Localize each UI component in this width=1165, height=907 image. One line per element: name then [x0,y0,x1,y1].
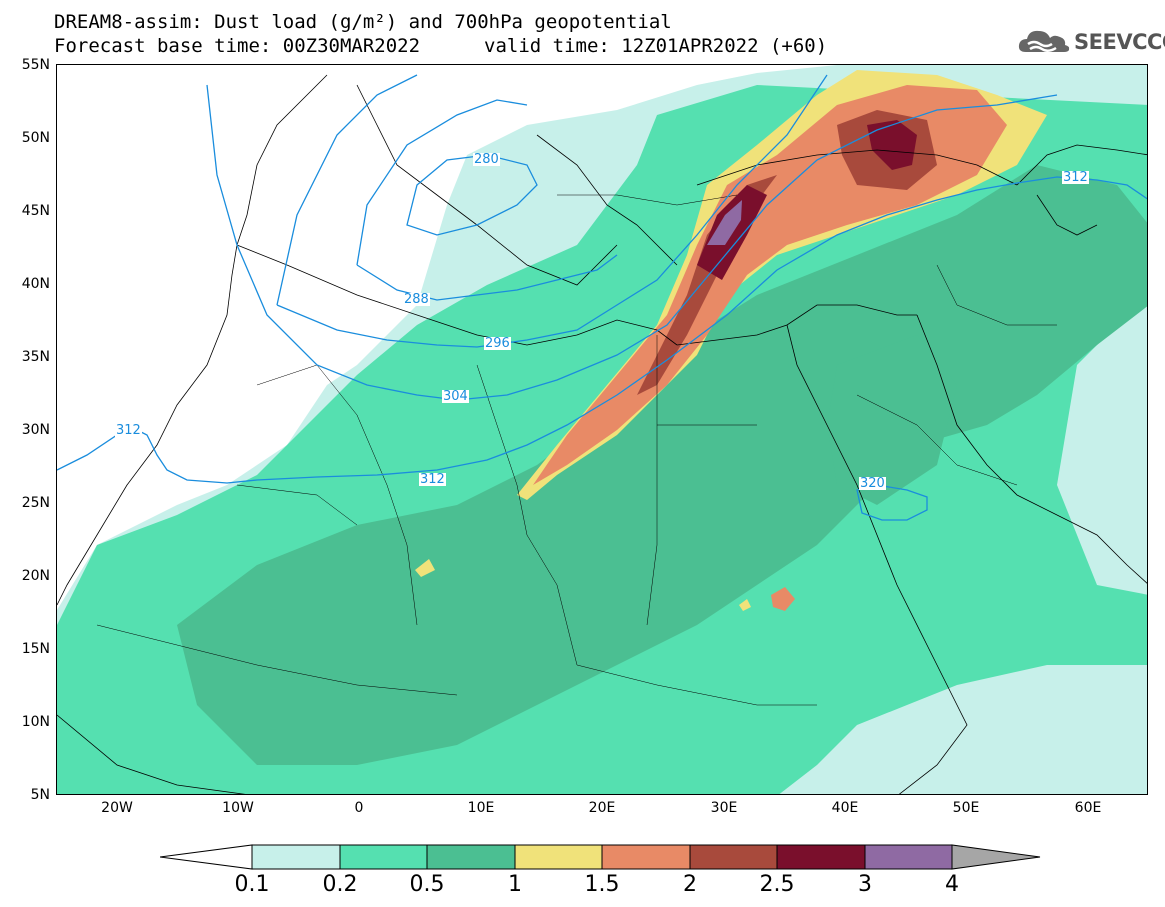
lon-label-20e: 20E [588,800,616,816]
dust-region-1.5-b [771,587,795,611]
lat-label-10n: 10N [21,714,50,730]
colorbar-tick-1: 1 [508,872,522,897]
map-title: DREAM8-assim: Dust load (g/m²) and 700hP… [54,11,672,33]
lon-label-40e: 40E [831,800,859,816]
dust-region-2.5-b [867,120,917,170]
seevccc-logo: SEEVCCC [1016,26,1165,60]
contour-label-312-mid: 312 [419,472,446,487]
contour-280 [406,154,538,236]
lat-label-55n: 55N [21,57,50,73]
lon-label-50e: 50E [952,800,980,816]
lon-label-20w: 20W [101,800,133,816]
contour-label-280: 280 [473,152,500,167]
dust-region-2 [637,175,777,395]
colorbar-seg-1 [339,844,428,870]
country-borders [96,194,1057,706]
contour-312-w [57,176,1147,484]
colorbar-seg-4 [601,844,691,870]
contour-label-312-east: 312 [1062,170,1089,185]
logo-text: SEEVCCC [1074,30,1165,54]
contour-320 [856,484,928,521]
colorbar-low-arrow [160,844,253,870]
map-canvas [57,65,1147,794]
colorbar-tick-4: 4 [945,872,959,897]
colorbar-seg-6 [776,844,866,870]
lat-label-50n: 50N [21,130,50,146]
dust-map: 280 288 296 304 312 312 312 320 [56,64,1148,795]
contour-label-312-west: 312 [115,423,142,438]
colorbar-tick-2.5: 2.5 [759,872,795,897]
lat-label-30n: 30N [21,422,50,438]
lat-label-5n: 5N [30,787,50,803]
cloud-icon [1018,30,1070,52]
lat-label-45n: 45N [21,203,50,219]
contour-label-296: 296 [484,336,511,351]
lat-label-15n: 15N [21,641,50,657]
colorbar-seg-0 [251,844,341,870]
lat-label-20n: 20N [21,568,50,584]
dust-region-1-b [415,559,435,577]
geopotential-contours [57,74,1147,521]
colorbar-seg-2 [426,844,516,870]
contour-288 [356,99,618,301]
colorbar-tick-2: 2 [683,872,697,897]
lon-label-0: 0 [354,800,364,816]
lon-label-60e: 60E [1074,800,1102,816]
colorbar-seg-3 [514,844,603,870]
colorbar-tick-0.1: 0.1 [234,872,270,897]
contour-label-288: 288 [403,292,430,307]
contour-label-320: 320 [859,476,886,491]
valid-time: valid time: 12Z01APR2022 (+60) [484,35,828,57]
colorbar-tick-0.5: 0.5 [409,872,445,897]
forecast-base-time: Forecast base time: 00Z30MAR2022 [54,35,421,57]
dust-region-0.5-b [827,335,957,505]
colorbar-tick-0.2: 0.2 [322,872,358,897]
lon-label-30e: 30E [710,800,738,816]
colorbar-seg-7 [864,844,953,870]
lat-label-40n: 40N [21,276,50,292]
dust-region-1-c [739,599,751,611]
lat-label-25n: 25N [21,495,50,511]
colorbar-seg-5 [689,844,778,870]
colorbar-high-arrow [951,844,1041,870]
lon-label-10e: 10E [467,800,495,816]
contour-label-304: 304 [442,389,469,404]
lon-label-10w: 10W [222,800,254,816]
contour-304 [206,84,1058,401]
colorbar [160,844,1041,870]
lat-label-35n: 35N [21,349,50,365]
contour-296 [276,74,828,348]
colorbar-tick-1.5: 1.5 [584,872,620,897]
colorbar-tick-3: 3 [858,872,872,897]
dust-region-3 [707,200,742,245]
